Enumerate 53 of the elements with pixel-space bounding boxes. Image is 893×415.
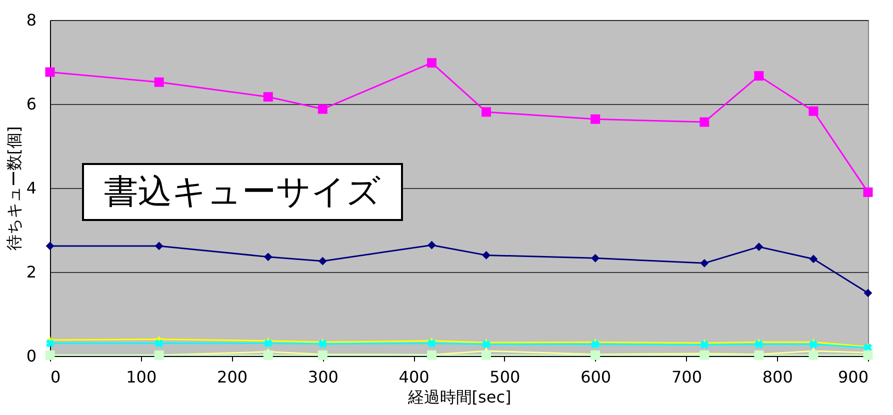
x-tick-label: 600 <box>580 368 612 386</box>
point <box>863 187 873 197</box>
x-tick-label: 900 <box>838 368 868 386</box>
point <box>482 107 492 117</box>
point <box>318 256 327 266</box>
point <box>864 288 872 298</box>
point <box>700 340 709 349</box>
point <box>754 242 764 251</box>
y-tick-label: 8 <box>26 10 36 30</box>
point <box>591 340 600 348</box>
point <box>754 71 764 81</box>
point <box>700 117 710 127</box>
point <box>263 350 273 360</box>
y-axis-title: 待ちキュー数[個] <box>4 126 24 251</box>
x-tick-label: 500 <box>490 368 520 386</box>
annotation: 書込キューサイズ <box>82 163 403 221</box>
x-tick-label: 300 <box>308 368 338 386</box>
x-axis-title: 経過時間[sec] <box>406 388 512 406</box>
point <box>428 240 436 250</box>
x-tick-label: 700 <box>671 368 702 386</box>
x-tick-label: 200 <box>217 368 248 386</box>
point <box>482 350 492 360</box>
point <box>154 77 164 87</box>
point <box>809 340 818 348</box>
point <box>590 114 600 124</box>
point <box>46 242 54 250</box>
point <box>700 350 710 360</box>
point <box>154 339 164 348</box>
point <box>263 92 273 102</box>
x-tick-label: 0 <box>50 368 61 386</box>
point <box>45 67 55 77</box>
point <box>754 340 764 348</box>
point <box>482 340 490 348</box>
point <box>428 339 436 348</box>
x-tick-label: 800 <box>762 368 793 386</box>
y-tick-label: 0 <box>26 346 36 366</box>
point <box>700 258 709 268</box>
y-tick-label: 2 <box>26 262 36 282</box>
point <box>809 254 818 264</box>
point <box>482 251 490 260</box>
point <box>318 104 328 114</box>
y-tick-label: 4 <box>26 178 36 198</box>
point <box>264 252 272 262</box>
point <box>808 106 818 116</box>
y-tick-label: 6 <box>26 94 36 114</box>
point <box>46 339 54 348</box>
x-tick-label: 400 <box>398 368 430 386</box>
point <box>154 242 164 250</box>
point <box>264 339 272 348</box>
x-tick-label: 100 <box>126 368 157 386</box>
point <box>426 58 436 68</box>
point <box>808 350 818 360</box>
point <box>591 254 600 262</box>
